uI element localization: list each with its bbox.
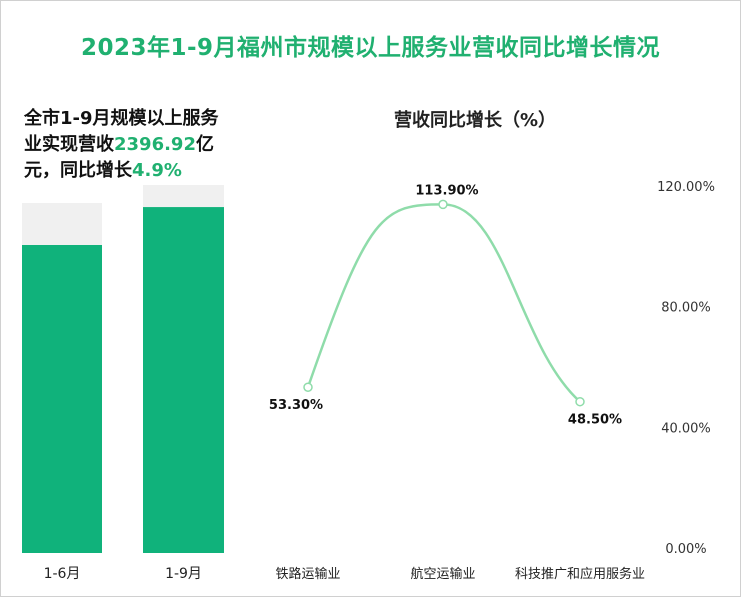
- data-point: [438, 199, 448, 210]
- data-point: [575, 396, 585, 407]
- summary-value: 2396.92: [114, 134, 196, 155]
- bar-category-label: 1-9月: [165, 566, 202, 582]
- chart-title: 2023年1-9月福州市规模以上服务业营收同比增长情况: [80, 35, 661, 61]
- bar-category-label: 1-6月: [44, 566, 81, 582]
- summary-part2: 亿元，同比增长: [24, 134, 214, 181]
- data-label: 113.90%: [415, 183, 478, 198]
- series-line: [306, 203, 581, 403]
- y-tick-label: 80.00%: [661, 301, 711, 316]
- summary-text: 全市1-9月规模以上服务业实现营收2396.92亿元，同比增长4.9%: [24, 106, 236, 184]
- data-label: 53.30%: [269, 398, 323, 413]
- y-tick-label: 0.00%: [665, 542, 706, 557]
- data-label: 48.50%: [568, 413, 622, 428]
- data-point: [303, 382, 313, 392]
- summary-growth: 4.9%: [132, 160, 182, 181]
- bar-1: [143, 207, 224, 553]
- y-tick-label: 120.00%: [657, 180, 715, 195]
- x-category-label: 航空运输业: [410, 566, 475, 582]
- line-chart-title: 营收同比增长（%）: [393, 110, 557, 131]
- summary-part1: 全市1-9月规模以上服务业实现营收: [24, 108, 219, 155]
- bar-0: [22, 245, 102, 553]
- x-category-label: 科技推广和应用服务业: [515, 566, 645, 582]
- x-category-label: 铁路运输业: [275, 566, 340, 582]
- y-tick-label: 40.00%: [661, 421, 711, 436]
